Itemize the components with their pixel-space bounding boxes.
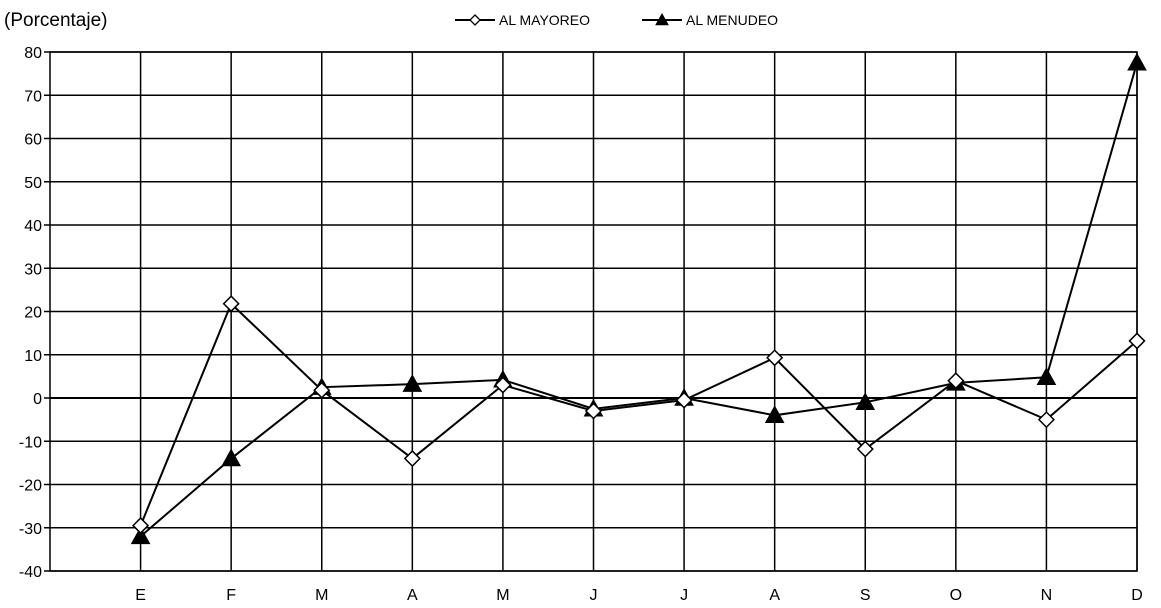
y-tick-label: 50 [24,175,42,192]
data-point [947,372,965,390]
data-point [1128,332,1146,350]
y-tick-label: 0 [33,391,42,408]
data-point [403,449,421,468]
legend-item: AL MAYOREO [455,12,590,28]
x-tick-label: S [860,587,871,604]
data-point [222,295,240,313]
legend-marker [469,14,481,26]
y-axis-label: (Porcentaje) [4,10,108,31]
legend-marker [655,12,669,26]
y-tick-label: 20 [24,305,42,322]
tick-labels: -40 -30 -20 -10 0 10 20 30 40 50 60 70 80 E F M A M J J A S O N… [19,45,1143,604]
data-point [130,526,151,545]
x-tick-label: A [769,587,780,604]
y-tick-label: 70 [24,88,42,105]
data-point [313,381,331,399]
x-tick-label: M [315,587,328,604]
x-tick-label: A [407,587,418,604]
data-point [1127,52,1147,71]
x-tick-label: N [1041,587,1053,604]
series-line [139,301,1138,526]
x-tick-label: J [680,587,688,604]
data-point [856,440,874,458]
y-tick-label: -10 [19,434,42,451]
data-point [494,376,512,394]
data-point [221,448,242,467]
legend-label: AL MENUDEO [686,12,778,28]
legend-label: AL MAYOREO [499,12,590,28]
series-al-mayoreo [132,295,1146,535]
series-al-menudeo [130,52,1147,545]
legend: AL MAYOREO AL MENUDEO [455,12,778,28]
x-tick-label: E [135,587,146,604]
y-tick-label: -40 [19,564,42,581]
y-tick-label: 40 [24,218,42,235]
x-tick-label: F [226,587,236,604]
y-tick-label: 60 [24,132,42,149]
data-point [855,392,876,411]
series-line [139,62,1138,538]
data-point [402,374,423,392]
y-tick-label: -20 [19,478,42,495]
x-tick-label: O [950,587,962,604]
legend-item: AL MENUDEO [642,12,778,28]
data-point [675,391,693,409]
data-point [764,405,785,423]
y-tick-label: 80 [24,45,42,62]
x-tick-label: J [590,587,598,604]
data-point [1037,411,1055,429]
gridlines [44,51,1138,572]
data-point [766,349,784,367]
data-point [1036,367,1057,385]
x-tick-label: D [1131,587,1143,604]
data-point [584,402,603,420]
y-tick-label: 10 [24,348,42,365]
x-tick-label: M [496,587,509,604]
data-point [132,517,150,535]
y-tick-label: 30 [24,261,42,278]
series [130,52,1147,545]
y-tick-label: -30 [19,521,42,538]
